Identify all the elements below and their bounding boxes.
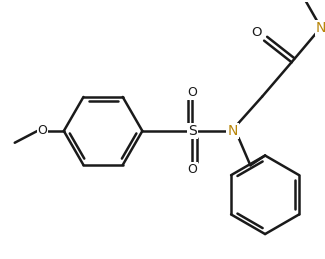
Text: O: O: [188, 163, 197, 176]
Text: O: O: [188, 86, 197, 99]
Text: S: S: [188, 124, 197, 138]
Text: N: N: [316, 21, 325, 35]
Text: O: O: [37, 125, 47, 138]
Text: N: N: [227, 124, 238, 138]
Text: O: O: [251, 26, 262, 39]
